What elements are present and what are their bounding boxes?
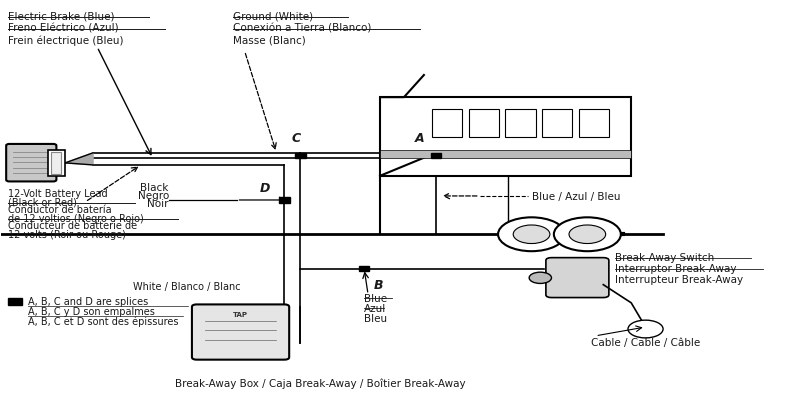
Circle shape [628,320,663,338]
Text: Cable / Cable / Câble: Cable / Cable / Câble [591,337,701,347]
Text: Interruptor Break-Away: Interruptor Break-Away [615,264,737,274]
Text: C: C [292,132,301,145]
FancyBboxPatch shape [546,258,609,298]
FancyBboxPatch shape [6,145,56,182]
Text: Conexión a Tierra (Blanco): Conexión a Tierra (Blanco) [233,23,371,34]
Text: Conductor de batería: Conductor de batería [8,205,111,215]
Text: Ground (White): Ground (White) [233,11,313,21]
Bar [542,110,572,138]
Bar [51,152,61,174]
Circle shape [514,226,550,244]
Bar [380,151,631,158]
Bar [380,98,631,176]
Bar [48,150,65,176]
Polygon shape [65,153,93,166]
Bar [432,110,462,138]
Text: Electric Brake (Blue): Electric Brake (Blue) [8,11,114,21]
Text: (Black or Red): (Black or Red) [8,197,77,207]
Text: Conducteur de batterie de: Conducteur de batterie de [8,221,137,230]
Text: Blue / Azul / Bleu: Blue / Azul / Bleu [531,192,620,201]
Bar [506,110,535,138]
Text: B: B [374,279,383,292]
Text: Masse (Blanc): Masse (Blanc) [233,36,306,45]
Text: Azul: Azul [364,303,386,313]
Text: White / Blanco / Blanc: White / Blanco / Blanc [133,281,241,291]
Text: A, B, C and D are splices: A, B, C and D are splices [29,296,149,307]
Bar [578,110,609,138]
Text: 12-Volt Battery Lead: 12-Volt Battery Lead [8,188,107,198]
Text: Noir: Noir [147,198,169,209]
Bar [279,198,290,203]
Bar [8,298,22,305]
Bar [295,153,306,159]
Bar [359,266,370,271]
Text: A, B, C et D sont des épissures: A, B, C et D sont des épissures [29,315,179,326]
Circle shape [554,218,621,252]
Circle shape [529,273,551,284]
Text: D: D [259,182,270,195]
Text: TAP: TAP [233,311,248,318]
Text: A: A [415,132,425,145]
Text: Freno Eléctrico (Azul): Freno Eléctrico (Azul) [8,23,118,34]
Text: 12 volts (Roir ou Rouge): 12 volts (Roir ou Rouge) [8,230,126,239]
Text: de 12 voltios (Negro o Rojo): de 12 voltios (Negro o Rojo) [8,213,143,223]
Text: Interrupteur Break-Away: Interrupteur Break-Away [615,275,743,284]
FancyBboxPatch shape [192,305,289,360]
Bar [469,110,499,138]
Bar [430,153,441,159]
Text: Break-Away Box / Caja Break-Away / Boîtier Break-Away: Break-Away Box / Caja Break-Away / Boîti… [175,378,466,388]
Text: A, B, C y D son empalmes: A, B, C y D son empalmes [29,306,155,316]
Text: Frein électrique (Bleu): Frein électrique (Bleu) [8,36,123,46]
Text: Blue: Blue [364,293,387,303]
Circle shape [569,226,606,244]
Text: Negro: Negro [138,190,169,200]
Text: Black: Black [141,183,169,192]
Circle shape [498,218,565,252]
Text: Bleu: Bleu [364,313,387,323]
Text: Break-Away Switch: Break-Away Switch [615,253,714,263]
